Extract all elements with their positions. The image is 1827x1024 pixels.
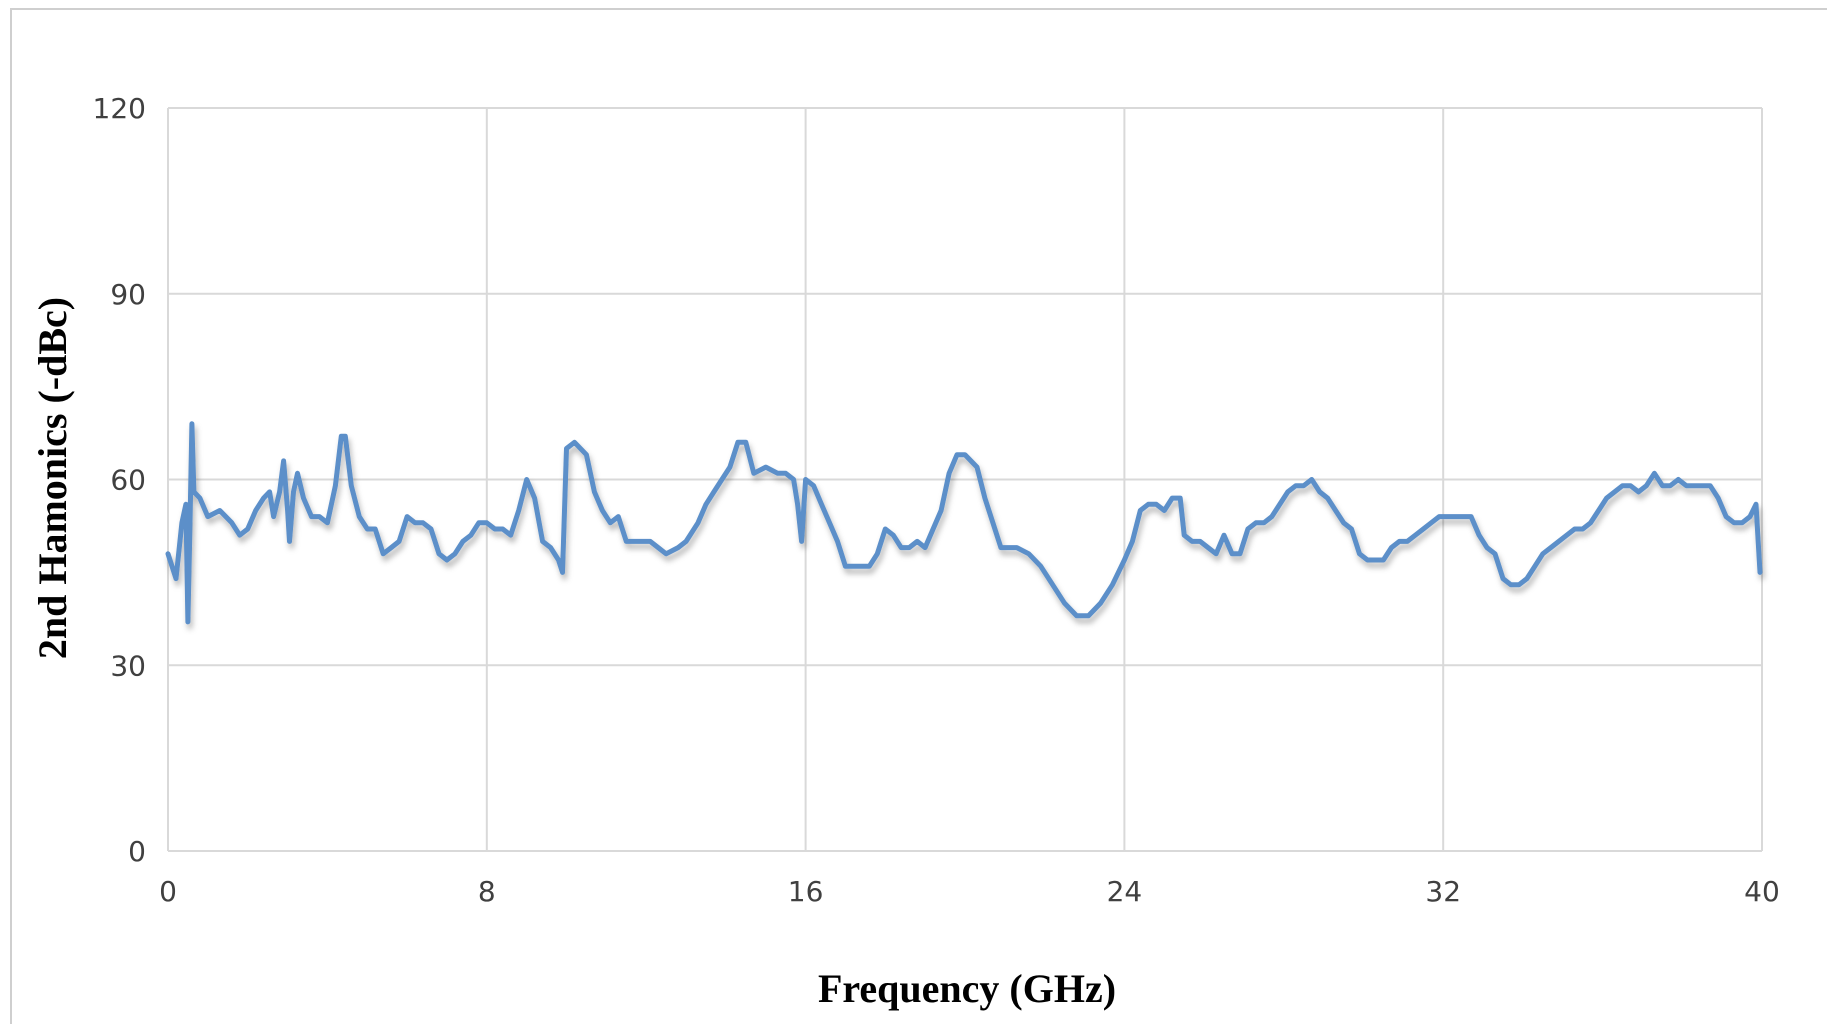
x-tick-label-8: 8: [478, 875, 496, 908]
y-axis-title: 2nd Hamonics (-dBc): [30, 297, 75, 659]
x-tick-label-24: 24: [1107, 875, 1143, 908]
x-tick-label-32: 32: [1425, 875, 1461, 908]
x-tick-label-40: 40: [1744, 875, 1780, 908]
x-tick-label-0: 0: [159, 875, 177, 908]
x-tick-labels: 0 8 16 24 32 40: [159, 875, 1780, 908]
y-tick-label-30: 30: [110, 649, 146, 682]
y-tick-label-90: 90: [110, 278, 146, 311]
x-tick-label-16: 16: [788, 875, 824, 908]
y-tick-label-0: 0: [128, 835, 146, 868]
y-tick-labels: 0 30 60 90 120: [93, 92, 146, 868]
x-axis-title: Frequency (GHz): [818, 966, 1116, 1011]
grid: [167, 107, 1763, 852]
y-tick-label-120: 120: [93, 92, 146, 125]
chart-frame: [10, 8, 1827, 1024]
series-line-0: [165, 421, 1763, 625]
y-tick-label-60: 60: [110, 464, 146, 497]
series-group: [165, 421, 1763, 625]
